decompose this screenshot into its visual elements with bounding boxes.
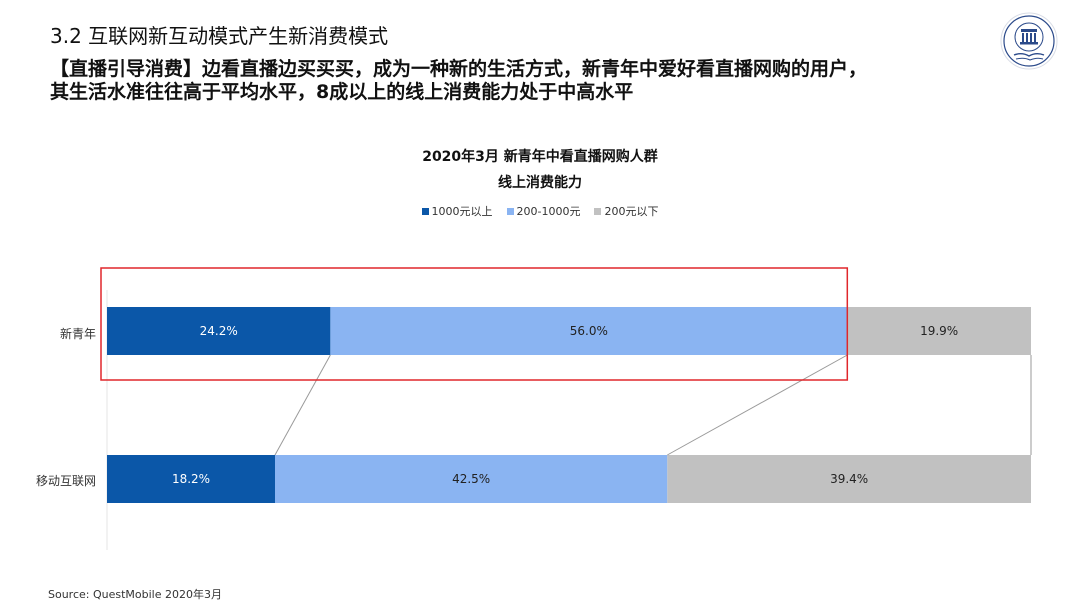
legend-label-0: 1000元以上 — [431, 205, 493, 218]
bar-1-2 — [667, 455, 1031, 503]
data-label-0-2: 19.9% — [920, 324, 958, 338]
legend-item-1: 200-1000元 — [506, 203, 581, 219]
chart-legend: 1000元以上 200-1000元 200元以下 — [0, 203, 1080, 219]
legend-swatch-1 — [506, 207, 514, 215]
lead-text: 【直播引导消费】边看直播边买买买，成为一种新的生活方式，新青年中爱好看直播网购的… — [50, 58, 868, 103]
legend-swatch-0 — [421, 207, 429, 215]
chart-title: 2020年3月 新青年中看直播网购人群 — [422, 149, 658, 165]
data-label-0-0: 24.2% — [200, 324, 238, 338]
section-title: 3.2 互联网新互动模式产生新消费模式 — [50, 24, 389, 48]
category-label-0: 新青年 — [59, 327, 96, 341]
bar-0-1 — [330, 307, 848, 355]
bar-0-2 — [847, 307, 1031, 355]
legend-label-1: 200-1000元 — [516, 205, 581, 218]
bar-1-0 — [107, 455, 275, 503]
university-seal-logo — [1000, 12, 1058, 70]
source-note: Source: QuestMobile 2020年3月 — [48, 588, 222, 601]
bar-0-0 — [107, 307, 331, 355]
data-label-0-1: 56.0% — [570, 324, 608, 338]
connector-line-1 — [667, 354, 848, 456]
highlight-box — [100, 267, 849, 381]
category-label-1: 移动互联网 — [35, 474, 96, 488]
legend-item-2: 200元以下 — [594, 203, 658, 219]
data-label-1-0: 18.2% — [172, 472, 210, 486]
bar-1-1 — [275, 455, 668, 503]
chart-subtitle: 线上消费能力 — [498, 175, 582, 191]
legend-swatch-2 — [594, 207, 602, 215]
legend-item-0: 1000元以上 — [421, 203, 493, 219]
data-label-1-1: 42.5% — [452, 472, 490, 486]
connector-line-0 — [274, 354, 331, 456]
legend-label-2: 200元以下 — [604, 205, 659, 218]
data-label-1-2: 39.4% — [830, 472, 868, 486]
